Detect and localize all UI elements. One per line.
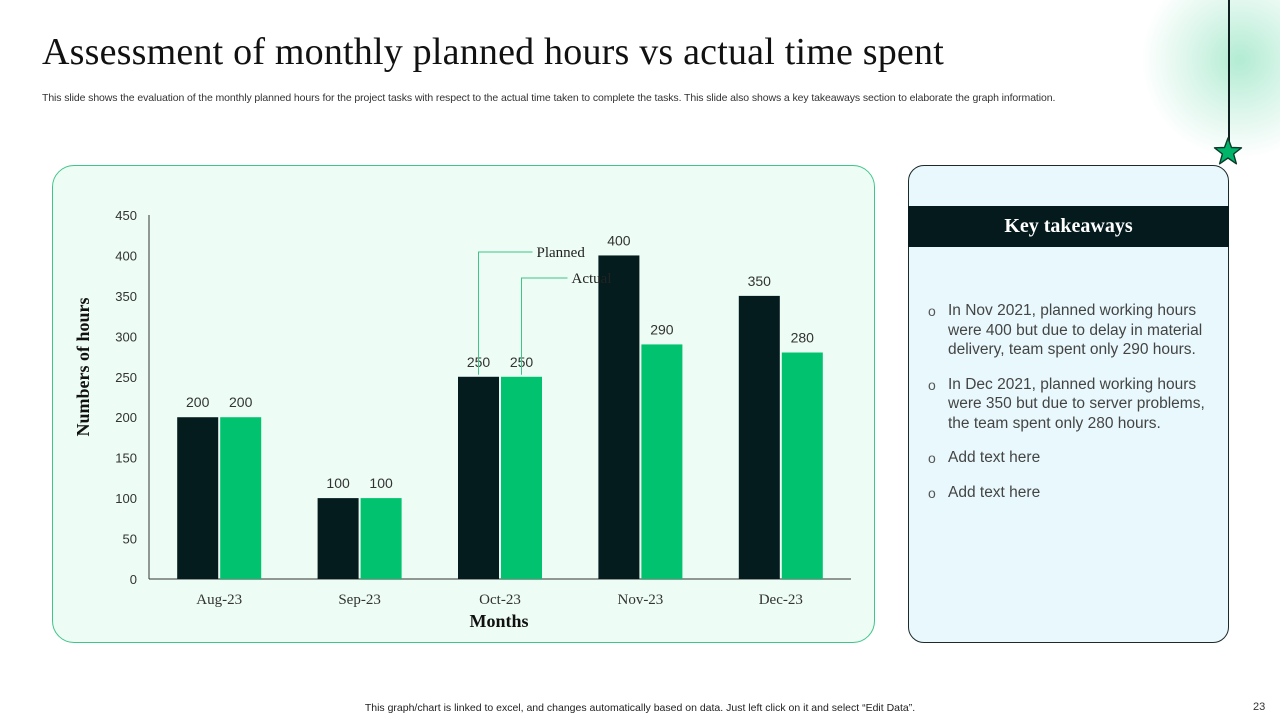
bar-actual xyxy=(641,344,683,579)
x-tick-label: Sep-23 xyxy=(338,592,381,608)
takeaway-item: o In Nov 2021, planned working hours were… xyxy=(928,301,1218,360)
data-label: 290 xyxy=(650,321,674,337)
y-tick-label: 0 xyxy=(130,572,137,587)
takeaways-heading: Key takeaways xyxy=(908,206,1229,247)
star-icon xyxy=(1213,137,1243,165)
takeaway-item: o In Dec 2021, planned working hours were… xyxy=(928,375,1218,434)
bar-actual xyxy=(781,352,823,579)
bar-chart: 0 50 100 150 200 250 300 350 400 450 200 200 100 100… xyxy=(73,208,851,631)
data-label: 100 xyxy=(369,475,393,491)
takeaway-text: In Nov 2021, planned working hours were … xyxy=(948,302,1203,358)
y-tick-label: 250 xyxy=(115,370,137,385)
bullet-icon: o xyxy=(928,450,936,466)
y-tick-label: 450 xyxy=(115,208,137,223)
y-tick-label: 350 xyxy=(115,289,137,304)
bar-planned xyxy=(177,417,219,579)
data-label-bg xyxy=(362,474,400,493)
bar-planned xyxy=(598,255,640,579)
takeaways-list: o In Nov 2021, planned working hours were… xyxy=(928,301,1218,517)
hanging-line xyxy=(1228,0,1230,142)
bar-actual xyxy=(360,498,402,579)
data-label: 200 xyxy=(186,394,210,410)
y-tick-label: 200 xyxy=(115,410,137,425)
bar-planned xyxy=(738,295,780,579)
bar-planned xyxy=(458,376,499,579)
data-label-bg xyxy=(783,328,821,347)
bar-actual xyxy=(501,376,542,579)
data-label: 350 xyxy=(748,273,772,289)
page-subtitle: This slide shows the evaluation of the m… xyxy=(42,92,1056,104)
data-label-bg xyxy=(222,393,260,412)
takeaway-item: o Add text here xyxy=(928,483,1218,503)
data-label-bg xyxy=(600,231,638,250)
legend-leader-line xyxy=(478,251,533,375)
data-label: 280 xyxy=(791,330,815,346)
data-label: 100 xyxy=(326,475,350,491)
data-label: 400 xyxy=(607,232,631,248)
legend-leader-line xyxy=(521,277,568,375)
x-tick-label: Aug-23 xyxy=(196,592,242,608)
bullet-icon: o xyxy=(928,303,936,319)
y-tick-label: 100 xyxy=(115,491,137,506)
x-tick-label: Dec-23 xyxy=(759,592,803,608)
data-label: 200 xyxy=(229,394,253,410)
y-axis-label: Numbers of hours xyxy=(73,297,93,436)
bar-planned xyxy=(317,498,359,579)
takeaway-text: Add text here xyxy=(948,483,1041,501)
legend-label-planned: Planned xyxy=(537,245,586,261)
data-label-bg xyxy=(643,320,681,339)
data-label-bg xyxy=(740,271,778,290)
legend-label-actual: Actual xyxy=(572,271,612,287)
takeaway-text: Add text here xyxy=(948,449,1041,466)
bullet-icon: o xyxy=(928,484,936,501)
data-label-bg xyxy=(179,393,217,412)
bar-actual xyxy=(220,417,262,579)
y-tick-label: 300 xyxy=(115,329,137,344)
page-number: 23 xyxy=(1253,701,1266,713)
decorative-glow xyxy=(1140,0,1280,160)
y-tick-label: 50 xyxy=(123,532,137,547)
footer-note: This graph/chart is linked to excel, and… xyxy=(364,702,916,714)
y-tick-label: 150 xyxy=(115,451,137,466)
data-label-bg xyxy=(319,474,357,493)
x-tick-label: Oct-23 xyxy=(479,592,521,608)
takeaway-item: o Add text here xyxy=(928,448,1218,468)
page-title: Assessment of monthly planned hours vs a… xyxy=(42,31,944,73)
bullet-icon: o xyxy=(928,376,936,393)
y-tick-label: 400 xyxy=(115,248,137,263)
takeaway-text: In Dec 2021, planned working hours were … xyxy=(948,375,1205,432)
x-tick-label: Nov-23 xyxy=(617,592,663,608)
x-axis-label: Months xyxy=(469,611,528,631)
